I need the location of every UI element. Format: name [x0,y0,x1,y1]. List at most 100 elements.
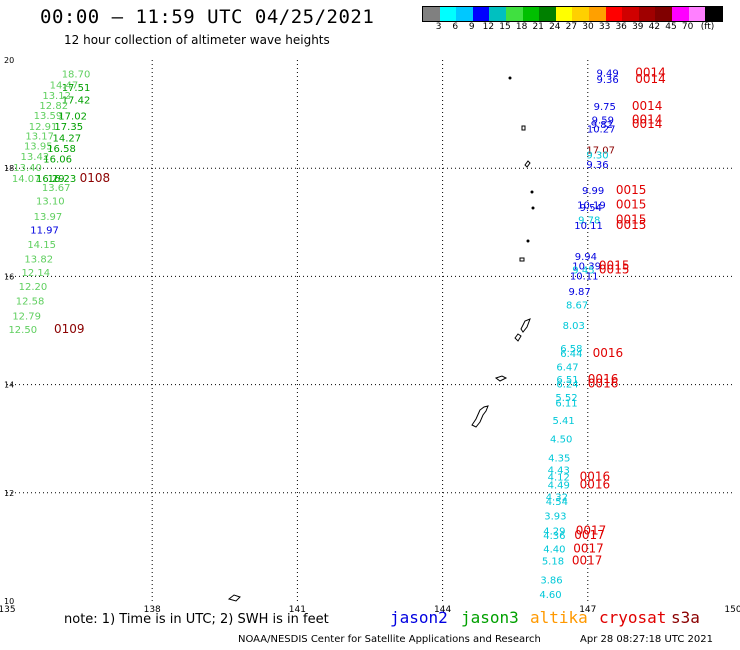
colorbar-swatch [622,7,639,21]
colorbar-tick: 24 [549,22,561,32]
wave-height-label: 14.15 [27,240,56,251]
page-subtitle: 12 hour collection of altimeter wave hei… [64,33,330,47]
footer-note: note: 1) Time is in UTC; 2) SWH is in fe… [64,612,329,627]
longitude-tick-label: 138 [144,605,161,615]
anatahan-island [519,257,525,262]
colorbar-tick: 36 [615,22,627,32]
tinian-island [514,333,522,342]
pass-time-label: 0015 [616,213,647,227]
wave-height-label: 12.79 [12,311,41,322]
wave-height-label: 9.87 [568,287,590,298]
graticule [7,60,733,601]
colorbar-swatch [655,7,672,21]
wave-height-label: 9.99 [582,186,604,197]
wave-height-label: 11.97 [30,225,59,236]
wave-height-label: 13.59 [34,111,63,122]
asuncion-island [530,190,534,194]
wave-height-label: 4.40 [543,545,565,556]
latitude-tick-label: 18 [4,164,14,173]
latitude-tick-label: 10 [4,597,14,606]
colorbar-swatch [638,7,656,21]
credit-line: NOAA/NESDIS Center for Satellite Applica… [238,634,541,645]
colorbar-unit: (ft) [700,22,715,32]
colorbar-swatch [472,7,490,21]
latitude-tick-label: 20 [4,56,14,65]
colorbar-swatch [671,7,689,21]
wave-height-label: 10.11 [574,221,603,232]
colorbar-tick: 15 [499,22,511,32]
colorbar-swatch [605,7,623,21]
wave-height-label: 10.27 [587,125,616,136]
wave-height-label: 13.67 [42,183,71,194]
wave-height-label: 16.58 [47,144,76,155]
longitude-tick-label: 141 [289,605,306,615]
wave-height-label: 8.67 [566,301,588,312]
latitude-tick-label: 12 [4,489,14,498]
legend-jason3: jason3 [461,608,519,627]
wave-height-label: 12.58 [16,297,45,308]
wave-height-label: 3.93 [544,512,566,523]
wave-height-label: 12.14 [22,268,51,279]
wave-height-label: 9.49 [597,68,619,79]
wave-height-label: 4.36 [543,531,565,542]
wave-height-label: 9.36 [586,160,608,171]
colorbar-swatch [688,7,706,21]
wave-height-label: 17.51 [62,83,91,94]
wave-height-label: 14.07 [12,174,41,185]
latitude-tick-label: 14 [4,381,14,390]
pass-time-label: 0109 [54,322,85,336]
guam-island [471,405,489,428]
wave-height-label: 9.45 [572,265,594,276]
colorbar-tick: 3 [435,22,442,32]
colorbar-swatch [572,7,589,21]
rota-island [494,375,508,382]
pass-time-label: 0017 [572,553,603,567]
wave-height-label: 5.18 [542,556,564,567]
wave-height-label: 9.59 [592,116,614,127]
wave-height-label: 6.58 [560,344,582,355]
wave-height-label: 4.49 [548,481,570,492]
wave-height-label: 12.20 [19,282,48,293]
wave-height-label: 3.86 [540,575,562,586]
colorbar-swatch [505,7,523,21]
wave-height-label: 17.02 [58,112,87,123]
colorbar-tick: 45 [665,22,677,32]
agrihan-island [521,125,526,131]
legend-altika: altika [530,608,588,627]
longitude-tick-label: 150 [724,605,740,615]
wave-height-label: 5.52 [555,393,577,404]
wave-height-label: 16.29 [36,174,65,185]
wave-height-label: 16.23 [48,174,77,185]
wave-height-label: 4.50 [550,435,572,446]
wave-height-label: 9.94 [575,252,597,263]
colorbar-tick: 30 [582,22,594,32]
pass-time-label: 0017 [576,524,607,538]
wave-height-label: 17.42 [62,95,91,106]
islands [227,76,535,602]
latitude-tick-label: 16 [4,272,14,281]
wave-height-label: 13.12 [42,91,71,102]
longitude-tick-label: 144 [434,605,451,615]
colorbar-swatch [522,7,540,21]
colorbar-tick: 42 [648,22,661,32]
pass-time-label: 0014 [635,65,666,79]
wave-height-label: 13.97 [34,212,63,223]
alamagan-island [531,206,535,210]
wave-height-label: 9.30 [586,151,608,162]
colorbar-swatch [489,7,506,21]
colorbar-swatch [588,7,606,21]
page-title: 00:00 – 11:59 UTC 04/25/2021 [40,6,375,28]
wave-height-label: 16.06 [43,154,72,165]
wave-height-label: 6.11 [555,398,577,409]
pass-time-label: 0016 [593,346,624,360]
wave-height-label: 14.47 [50,80,79,91]
legend-s3a: s3a [671,608,700,627]
colorbar-tick: 39 [632,22,644,32]
wave-height-label: 10.11 [570,271,599,282]
wave-height-label: 4.35 [548,454,570,465]
pass-time-label: 0016 [588,372,619,386]
wave-height-label: 4.54 [546,497,568,508]
colorbar-swatch [423,7,440,21]
uracas-island [508,76,512,80]
wave-height-label: 9.82 [591,120,613,131]
